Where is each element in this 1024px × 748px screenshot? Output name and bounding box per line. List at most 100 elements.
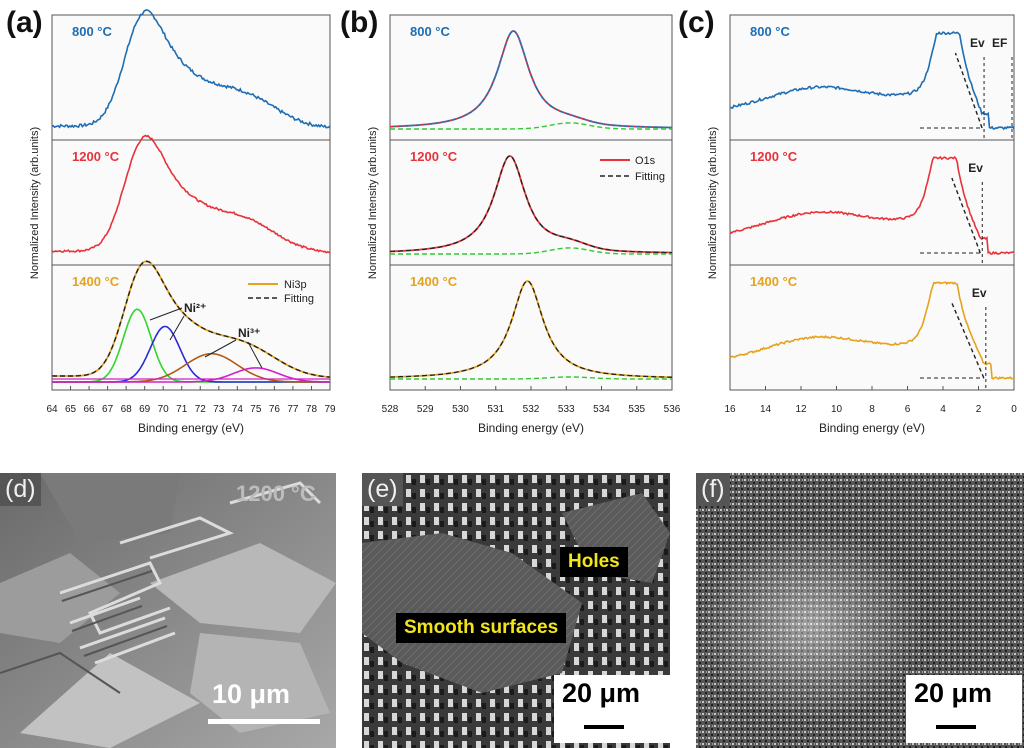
scale-box-f: 20 μm bbox=[906, 675, 1022, 743]
x-tick-label-a: 73 bbox=[213, 404, 225, 415]
x-axis-label-a: Binding energy (eV) bbox=[138, 421, 244, 435]
x-tick-label-c: 10 bbox=[831, 404, 843, 415]
scale-bar-d bbox=[208, 719, 320, 724]
panel-label-f: (f) bbox=[696, 473, 730, 506]
component-b-1400 bbox=[390, 376, 672, 380]
x-tick-label-b: 531 bbox=[487, 404, 504, 415]
x-tick-label-c: 0 bbox=[1011, 404, 1017, 415]
chart-b-o1s: 528 529 530 531 532 533 534 535 536 Binding energ… bbox=[367, 14, 680, 435]
fit-a-1400 bbox=[52, 260, 331, 378]
temperature-label-a-1: 800 °C bbox=[72, 24, 113, 39]
ev-label-c-3: Ev bbox=[972, 286, 987, 300]
x-tick-label-a: 76 bbox=[269, 404, 281, 415]
x-tick-label-b: 533 bbox=[558, 404, 575, 415]
panel-label-a: (a) bbox=[6, 6, 43, 39]
ef-label-c: EF bbox=[992, 36, 1007, 50]
edge-fit-c-2 bbox=[951, 177, 981, 254]
legend-label-a-fitting: Fitting bbox=[284, 293, 314, 305]
arrow-a-ni2-2 bbox=[169, 315, 185, 341]
edge-fit-c-1 bbox=[954, 52, 983, 129]
x-tick-label-a: 68 bbox=[121, 404, 133, 415]
x-tick-label-b: 528 bbox=[382, 404, 399, 415]
temperature-label-c-2: 1200 °C bbox=[750, 149, 798, 164]
panel-label-d: (d) bbox=[0, 473, 41, 506]
fit-b-800 bbox=[390, 30, 672, 129]
x-tick-label-c: 2 bbox=[976, 404, 982, 415]
scale-text-d: 10 μm bbox=[212, 679, 291, 709]
y-axis-label-c: Normalized Intensity (arb.units) bbox=[707, 127, 719, 279]
spectrum-c-1400 bbox=[729, 281, 1015, 380]
scale-box-e: 20 μm bbox=[554, 675, 670, 743]
panel-label-b: (b) bbox=[340, 6, 379, 39]
component-b-800 bbox=[390, 122, 672, 130]
arrow-a-ni3-1 bbox=[204, 339, 237, 358]
spectrum-c-800 bbox=[729, 30, 1015, 131]
plot-frame-c-3 bbox=[729, 264, 1015, 391]
y-axis-label-b: Normalized Intensity (arb.units) bbox=[367, 127, 379, 279]
component-b-1200 bbox=[390, 247, 672, 255]
scale-bar-e bbox=[584, 725, 624, 729]
panel-label-c: (c) bbox=[678, 6, 715, 39]
x-tick-label-a: 79 bbox=[324, 404, 336, 415]
sem-texture-f bbox=[696, 473, 1024, 748]
x-tick-label-a: 71 bbox=[176, 404, 188, 415]
plot-frame-c-1 bbox=[729, 14, 1015, 141]
scale-text-f: 20 μm bbox=[914, 678, 993, 708]
x-tick-label-b: 532 bbox=[523, 404, 540, 415]
temperature-label-c-3: 1400 °C bbox=[750, 274, 798, 289]
x-tick-label-b: 530 bbox=[452, 404, 469, 415]
component-a-ni3-2 bbox=[52, 367, 330, 383]
x-tick-label-b: 535 bbox=[628, 404, 645, 415]
spectrum-a-800 bbox=[51, 9, 331, 129]
temperature-label-d: 1200 °C bbox=[236, 481, 316, 506]
x-tick-label-a: 69 bbox=[139, 404, 151, 415]
sem-texture-d bbox=[0, 473, 336, 748]
x-axis-label-b: Binding energy (eV) bbox=[478, 421, 584, 435]
x-tick-label-b: 536 bbox=[664, 404, 680, 415]
x-tick-label-a: 77 bbox=[287, 404, 299, 415]
fit-b-1200 bbox=[389, 155, 672, 254]
scale-bar-f bbox=[936, 725, 976, 729]
x-tick-label-a: 67 bbox=[102, 404, 114, 415]
y-axis-label-a: Normalized Intensity (arb.units) bbox=[29, 127, 41, 279]
annotation-a-ni3: Ni³⁺ bbox=[238, 326, 260, 340]
plot-frame-a-2 bbox=[51, 139, 331, 266]
fit-b-1400 bbox=[389, 280, 672, 378]
x-axis-label-c: Binding energy (eV) bbox=[819, 421, 925, 435]
x-tick-label-a: 70 bbox=[158, 404, 170, 415]
temperature-label-b-2: 1200 °C bbox=[410, 149, 458, 164]
x-tick-label-b: 534 bbox=[593, 404, 610, 415]
x-tick-label-c: 12 bbox=[795, 404, 807, 415]
x-tick-label-a: 66 bbox=[84, 404, 96, 415]
x-tick-label-c: 14 bbox=[760, 404, 772, 415]
x-tick-label-a: 75 bbox=[250, 404, 262, 415]
x-tick-label-a: 65 bbox=[65, 404, 77, 415]
temperature-label-b-3: 1400 °C bbox=[410, 274, 458, 289]
chart-a-ni3p: 64 65 66 67 68 69 70 71 72 73 74 75 76 77 78 79 Binding … bbox=[29, 9, 336, 435]
x-tick-label-c: 6 bbox=[905, 404, 911, 415]
x-tick-label-a: 72 bbox=[195, 404, 207, 415]
annotation-a-ni2: Ni²⁺ bbox=[184, 301, 206, 315]
plot-frame-b-1 bbox=[389, 14, 673, 141]
x-tick-label-c: 8 bbox=[869, 404, 875, 415]
spectrum-c-1200 bbox=[729, 155, 1015, 255]
temperature-label-b-1: 800 °C bbox=[410, 24, 451, 39]
sem-image-e: (e) Holes Smooth surfaces 20 μm bbox=[362, 473, 670, 748]
arrow-a-ni3-2 bbox=[247, 341, 263, 369]
temperature-label-a-3: 1400 °C bbox=[72, 274, 120, 289]
x-tick-label-a: 78 bbox=[306, 404, 318, 415]
legend-label-b-fitting: Fitting bbox=[635, 171, 665, 183]
temperature-label-a-2: 1200 °C bbox=[72, 149, 120, 164]
x-tick-label-a: 74 bbox=[232, 404, 244, 415]
note-smooth-surfaces: Smooth surfaces bbox=[396, 613, 567, 643]
sem-image-f: (f) 20 μm bbox=[696, 473, 1024, 748]
x-tick-label-a: 64 bbox=[46, 404, 58, 415]
x-tick-label-b: 529 bbox=[417, 404, 434, 415]
ev-label-c-2: Ev bbox=[968, 161, 983, 175]
x-tick-label-c: 16 bbox=[724, 404, 736, 415]
x-tick-label-c: 4 bbox=[940, 404, 946, 415]
note-holes: Holes bbox=[560, 547, 628, 577]
arrow-a-ni2-1 bbox=[149, 307, 183, 321]
legend-label-b-o1s: O1s bbox=[635, 155, 656, 167]
scale-text-e: 20 μm bbox=[562, 678, 641, 708]
